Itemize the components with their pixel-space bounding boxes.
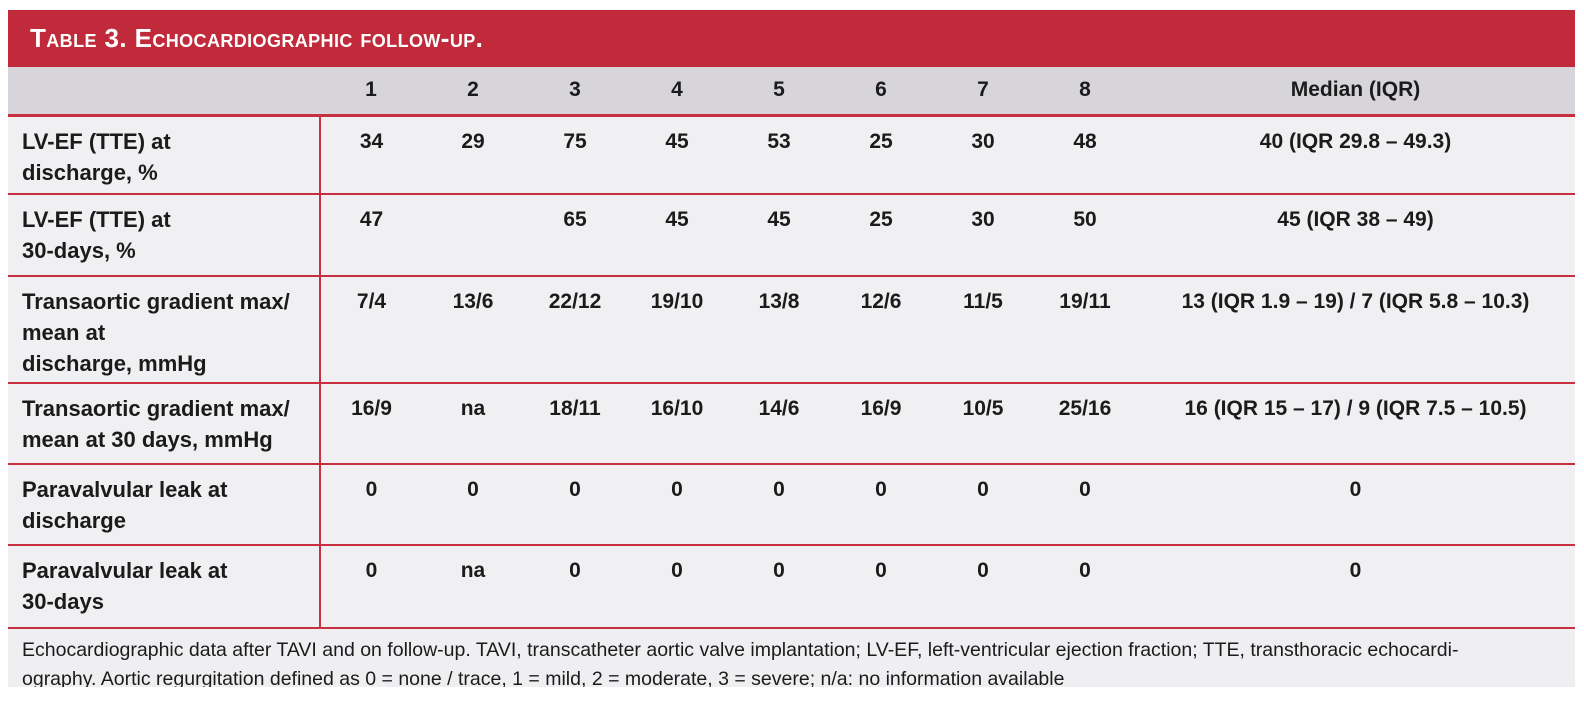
table-title: Table 3. Echocardiographic follow-up.: [30, 23, 484, 53]
row-label-line: discharge: [22, 508, 126, 533]
column-header-8: 8: [1034, 67, 1136, 117]
row-label-line: LV-EF (TTE) at: [22, 128, 171, 154]
median-cell: 45 (IQR 38 – 49): [1136, 194, 1575, 277]
value-cell: 45: [728, 194, 830, 277]
value-cell: 13/8: [728, 276, 830, 384]
footnote-line: ography. Aortic regurgitation defined as…: [22, 668, 1065, 687]
value-cell: 16/10: [626, 383, 728, 465]
row-label-line: LV-EF (TTE) at: [22, 207, 171, 232]
value-cell: na: [422, 545, 524, 629]
table-row: Paravalvular leak at discharge 0 0 0 0 0…: [8, 464, 1575, 546]
row-label-line: mean at 30 days, mmHg: [22, 427, 273, 452]
row-label-line: 30-days, %: [22, 238, 136, 263]
value-cell: 0: [320, 545, 422, 629]
value-cell: 7/4: [320, 276, 422, 384]
row-label-line: discharge, mmHg: [22, 351, 207, 376]
row-label-line: Transaortic gradient max/: [22, 289, 290, 314]
median-cell: 40 (IQR 29.8 – 49.3): [1136, 115, 1575, 195]
column-header-empty: [8, 67, 320, 117]
column-header-7: 7: [932, 67, 1034, 117]
column-header-1: 1: [320, 67, 422, 117]
value-cell: 25/16: [1034, 383, 1136, 465]
row-label-line: discharge, %: [22, 159, 158, 185]
value-cell: 0: [1034, 464, 1136, 546]
value-cell: 0: [728, 464, 830, 546]
value-cell: 16/9: [320, 383, 422, 465]
table-row: LV-EF (TTE) at 30-days, % 47 65 45 45 25…: [8, 194, 1575, 277]
value-cell: 0: [932, 545, 1034, 629]
table-row: Transaortic gradient max/ mean at discha…: [8, 276, 1575, 384]
median-cell: 13 (IQR 1.9 – 19) / 7 (IQR 5.8 – 10.3): [1136, 276, 1575, 384]
value-cell: 65: [524, 194, 626, 277]
row-label: Paravalvular leak at 30-days: [8, 545, 321, 629]
value-cell: 25: [830, 115, 932, 195]
row-label: LV-EF (TTE) at discharge, %: [8, 115, 321, 195]
value-cell: 0: [830, 464, 932, 546]
value-cell: na: [422, 383, 524, 465]
value-cell: 0: [1034, 545, 1136, 629]
table-footnote: Echocardiographic data after TAVI and on…: [8, 629, 1575, 687]
value-cell: 13/6: [422, 276, 524, 384]
table-row: Transaortic gradient max/ mean at 30 day…: [8, 383, 1575, 465]
value-cell: 18/11: [524, 383, 626, 465]
value-cell: 0: [626, 545, 728, 629]
column-header-5: 5: [728, 67, 830, 117]
value-cell: 47: [320, 194, 422, 277]
value-cell: 45: [626, 115, 728, 195]
value-cell: 53: [728, 115, 830, 195]
row-label: Paravalvular leak at discharge: [8, 464, 321, 546]
column-header-median: Median (IQR): [1136, 67, 1575, 117]
value-cell: 22/12: [524, 276, 626, 384]
value-cell: 12/6: [830, 276, 932, 384]
value-cell: 0: [524, 464, 626, 546]
value-cell: 50: [1034, 194, 1136, 277]
value-cell: 0: [524, 545, 626, 629]
row-label: Transaortic gradient max/ mean at discha…: [8, 276, 321, 384]
column-header-row: 1 2 3 4 5 6 7 8 Median (IQR): [8, 67, 1575, 117]
value-cell: [422, 194, 524, 277]
column-header-2: 2: [422, 67, 524, 117]
value-cell: 34: [320, 115, 422, 195]
value-cell: 19/10: [626, 276, 728, 384]
value-cell: 0: [728, 545, 830, 629]
value-cell: 48: [1034, 115, 1136, 195]
row-label-line: Transaortic gradient max/: [22, 396, 290, 421]
row-label: Transaortic gradient max/ mean at 30 day…: [8, 383, 321, 465]
value-cell: 29: [422, 115, 524, 195]
value-cell: 25: [830, 194, 932, 277]
value-cell: 0: [422, 464, 524, 546]
value-cell: 16/9: [830, 383, 932, 465]
column-header-4: 4: [626, 67, 728, 117]
value-cell: 0: [320, 464, 422, 546]
column-header-3: 3: [524, 67, 626, 117]
row-label-line: Paravalvular leak at: [22, 477, 228, 502]
value-cell: 10/5: [932, 383, 1034, 465]
row-label-line: mean at: [22, 320, 106, 345]
median-cell: 0: [1136, 464, 1575, 546]
median-cell: 0: [1136, 545, 1575, 629]
table-row: LV-EF (TTE) at discharge, % 34 29 75 45 …: [8, 115, 1575, 195]
echo-followup-table: 1 2 3 4 5 6 7 8 Median (IQR) LV-EF (TTE)…: [8, 67, 1575, 629]
median-cell: 16 (IQR 15 – 17) / 9 (IQR 7.5 – 10.5): [1136, 383, 1575, 465]
footnote-line: Echocardiographic data after TAVI and on…: [22, 639, 1459, 661]
table-title-bar: Table 3. Echocardiographic follow-up.: [8, 10, 1575, 67]
table-row: Paravalvular leak at 30-days 0 na 0 0 0 …: [8, 545, 1575, 629]
value-cell: 11/5: [932, 276, 1034, 384]
value-cell: 0: [932, 464, 1034, 546]
value-cell: 30: [932, 194, 1034, 277]
value-cell: 0: [626, 464, 728, 546]
column-header-6: 6: [830, 67, 932, 117]
row-label: LV-EF (TTE) at 30-days, %: [8, 194, 321, 277]
value-cell: 0: [830, 545, 932, 629]
value-cell: 75: [524, 115, 626, 195]
row-label-line: Paravalvular leak at: [22, 558, 228, 583]
value-cell: 45: [626, 194, 728, 277]
value-cell: 14/6: [728, 383, 830, 465]
value-cell: 30: [932, 115, 1034, 195]
value-cell: 19/11: [1034, 276, 1136, 384]
row-label-line: 30-days: [22, 589, 104, 614]
